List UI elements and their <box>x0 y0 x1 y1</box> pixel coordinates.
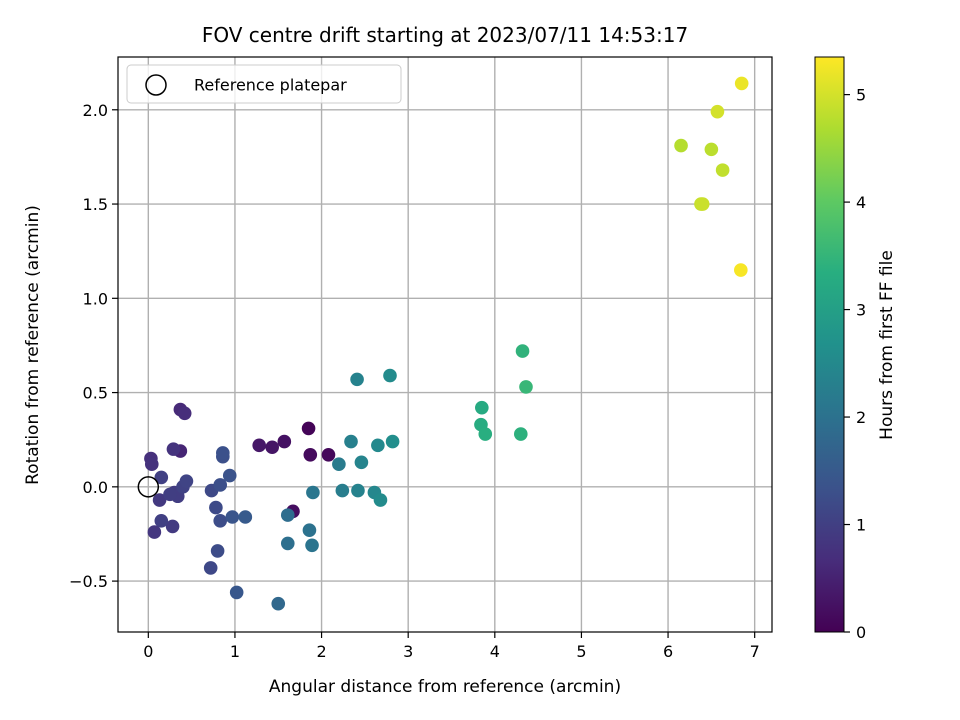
data-point <box>209 500 223 515</box>
plot-frame <box>117 56 773 633</box>
colorbar-tick-label: 5 <box>856 86 866 105</box>
data-point <box>715 163 730 177</box>
y-axis-label: Rotation from reference (arcmin) <box>23 205 43 485</box>
legend-reference-marker <box>145 74 167 96</box>
y-axis-ticks: −0.5 0.0 0.5 1.0 1.5 2.0 <box>69 101 118 591</box>
y-tick-label: 0.0 <box>83 478 108 497</box>
grid-lines <box>118 57 772 632</box>
data-point <box>213 513 228 528</box>
y-tick-label: 1.5 <box>83 195 108 214</box>
data-point <box>332 457 346 472</box>
x-axis-ticks: 0 1 2 3 4 5 6 7 <box>143 632 760 661</box>
colorbar: 0 1 2 3 4 5 Hours from first FF file <box>814 56 897 642</box>
x-tick-label: 3 <box>403 642 413 661</box>
data-point <box>385 434 400 449</box>
data-point <box>710 104 725 119</box>
data-point <box>734 76 749 91</box>
data-point <box>144 457 159 472</box>
y-tick-label: 2.0 <box>83 101 108 120</box>
legend-label: Reference platepar <box>194 76 347 95</box>
data-point <box>213 478 228 492</box>
reference-platepar-marker <box>137 476 160 498</box>
y-tick-label: −0.5 <box>69 572 108 591</box>
data-point <box>265 440 279 455</box>
x-tick-label: 2 <box>316 642 326 661</box>
y-tick-label: 1.0 <box>83 289 108 308</box>
data-point <box>305 538 319 553</box>
reference-marker-layer <box>137 476 160 498</box>
data-point <box>216 446 230 460</box>
colorbar-tick-label: 1 <box>856 516 866 535</box>
x-tick-label: 0 <box>143 642 153 661</box>
data-point <box>303 447 318 462</box>
data-point <box>478 427 493 441</box>
x-tick-label: 5 <box>576 642 586 661</box>
data-point <box>306 485 320 500</box>
data-points <box>144 76 749 611</box>
colorbar-tick-label: 3 <box>856 301 866 320</box>
data-point <box>354 455 369 470</box>
data-point <box>252 438 266 453</box>
x-tick-label: 7 <box>750 642 760 661</box>
data-point <box>210 544 225 558</box>
chart-title: FOV centre drift starting at 2023/07/11 … <box>202 23 688 47</box>
legend-box <box>126 64 402 104</box>
data-point <box>225 510 240 524</box>
data-point <box>302 523 317 537</box>
data-point <box>203 561 218 575</box>
data-point <box>179 474 194 488</box>
data-point <box>271 596 286 611</box>
data-point <box>154 470 169 485</box>
data-point <box>351 483 365 498</box>
data-point <box>222 468 237 483</box>
data-point <box>238 510 253 524</box>
data-point <box>147 525 162 539</box>
x-axis-label: Angular distance from reference (arcmin) <box>269 677 621 697</box>
legend: Reference platepar <box>126 64 402 104</box>
colorbar-tick-label: 2 <box>856 408 866 427</box>
x-tick-label: 6 <box>663 642 673 661</box>
y-tick-label: 0.5 <box>83 384 108 403</box>
data-point <box>695 197 710 211</box>
data-point <box>383 368 397 383</box>
colorbar-tick-label: 4 <box>856 193 866 212</box>
data-point <box>475 400 489 415</box>
data-point <box>280 536 295 551</box>
data-point <box>373 493 388 507</box>
data-point <box>515 344 530 358</box>
x-tick-label: 4 <box>490 642 500 661</box>
data-point <box>301 421 316 436</box>
data-point <box>350 372 364 387</box>
data-point <box>163 487 177 502</box>
colorbar-ticks: 0 1 2 3 4 5 <box>844 86 866 642</box>
data-point <box>166 442 181 456</box>
colorbar-gradient <box>814 56 845 633</box>
colorbar-tick-label: 0 <box>856 623 866 642</box>
x-tick-label: 1 <box>230 642 240 661</box>
data-point <box>280 508 295 522</box>
data-point <box>704 142 719 157</box>
colorbar-label: Hours from first FF file <box>877 250 897 440</box>
data-point <box>519 380 533 394</box>
data-point <box>513 427 528 441</box>
data-point <box>177 406 192 421</box>
data-point <box>229 585 244 600</box>
data-point <box>674 138 688 153</box>
data-point <box>152 493 167 507</box>
data-point <box>335 483 350 498</box>
data-point <box>165 519 180 534</box>
data-point <box>344 434 358 449</box>
data-point <box>371 438 385 453</box>
data-point <box>321 447 336 462</box>
data-point <box>154 513 169 528</box>
data-point <box>734 263 748 277</box>
data-point <box>277 434 292 449</box>
